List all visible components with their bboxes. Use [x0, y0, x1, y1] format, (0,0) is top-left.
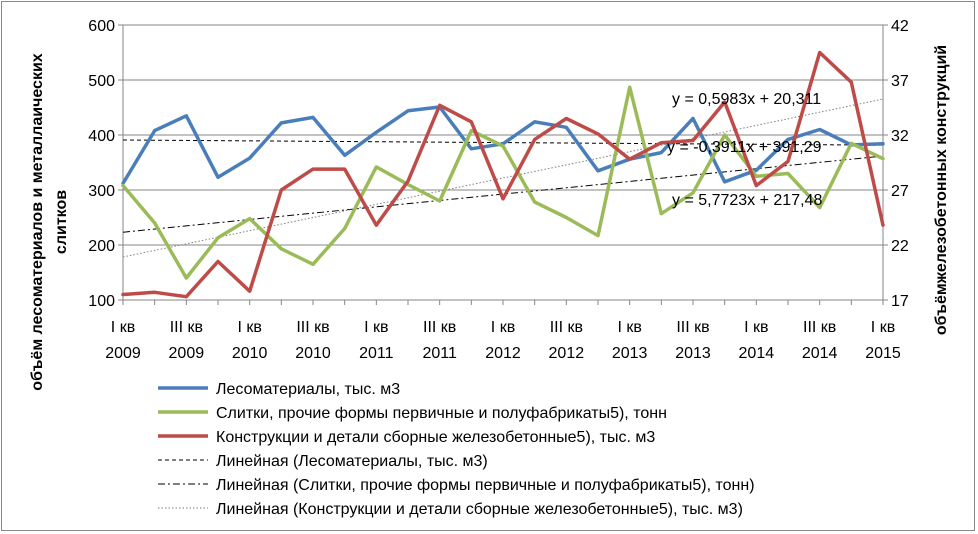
series-line [121, 50, 885, 299]
y-right-tick-label: 27 [891, 183, 909, 200]
y-left-tick-label: 300 [88, 183, 115, 200]
y-left-tick-label: 400 [88, 128, 115, 145]
y-left-tick-label: 600 [88, 18, 115, 35]
y-left-axis-title-line1: объём лесоматериалов и металлаических [29, 53, 46, 390]
x-tick-label-quarter: I кв [744, 319, 768, 336]
x-tick-label-quarter: I кв [871, 319, 895, 336]
x-tick-label-quarter: III кв [170, 319, 203, 336]
x-tick-label-year: 2013 [675, 345, 711, 362]
series-line [121, 105, 885, 186]
series-line [121, 85, 885, 280]
x-tick-label-quarter: I кв [364, 319, 388, 336]
x-tick-label-quarter: I кв [617, 319, 641, 336]
x-tick-label-year: 2012 [549, 345, 585, 362]
legend-label: Линейная (Лесоматериалы, тыс. м3) [216, 453, 488, 470]
y-left-axis-title-line2: слитков [53, 190, 70, 254]
x-tick-label-quarter: III кв [550, 319, 583, 336]
y-right-tick-label: 32 [891, 128, 909, 145]
legend-label: Конструкции и детали сборные железобетон… [216, 429, 655, 446]
x-tick-label-quarter: I кв [111, 319, 135, 336]
x-tick-label-year: 2010 [295, 345, 331, 362]
y-left-tick-label: 500 [88, 73, 115, 90]
x-tick-label-year: 2010 [232, 345, 268, 362]
x-tick-label-year: 2009 [169, 345, 205, 362]
x-tick-label-quarter: III кв [803, 319, 836, 336]
y-right-tick-label: 22 [891, 238, 909, 255]
x-tick-label-year: 2013 [612, 345, 648, 362]
x-tick-label-quarter: III кв [296, 319, 329, 336]
y-left-tick-label: 100 [88, 293, 115, 310]
trendline-equation: y = -0,3911x + 391,29 [667, 139, 822, 156]
legend-label: Лесоматериалы, тыс. м3 [216, 381, 400, 398]
y-right-tick-label: 42 [891, 18, 909, 35]
x-tick-label-year: 2011 [422, 345, 457, 362]
x-tick-label-year: 2009 [105, 345, 141, 362]
x-tick-label-year: 2012 [485, 345, 521, 362]
x-tick-label-year: 2014 [802, 345, 838, 362]
y-right-axis-title: объёмжелезобетонных конструкций [933, 45, 950, 335]
legend-label: Линейная (Конструкции и детали сборные ж… [216, 501, 743, 518]
y-right-tick-label: 37 [891, 73, 909, 90]
legend-label: Линейная (Слитки, прочие формы первичные… [216, 477, 755, 494]
x-tick-label-quarter: I кв [491, 319, 515, 336]
x-tick-label-year: 2014 [739, 345, 775, 362]
y-right-tick-label: 17 [891, 293, 909, 310]
legend-label: Слитки, прочие формы первичные и полуфаб… [216, 405, 667, 422]
trendline-equation: y = 0,5983x + 20,311 [672, 91, 821, 108]
trendline-equation: y = 5,7723x + 217,48 [672, 192, 822, 209]
x-tick-label-quarter: III кв [676, 319, 709, 336]
x-tick-label-year: 2015 [865, 345, 901, 362]
x-tick-label-quarter: I кв [237, 319, 261, 336]
x-tick-label-quarter: III кв [423, 319, 456, 336]
y-left-tick-label: 200 [88, 238, 115, 255]
x-tick-label-year: 2011 [359, 345, 394, 362]
